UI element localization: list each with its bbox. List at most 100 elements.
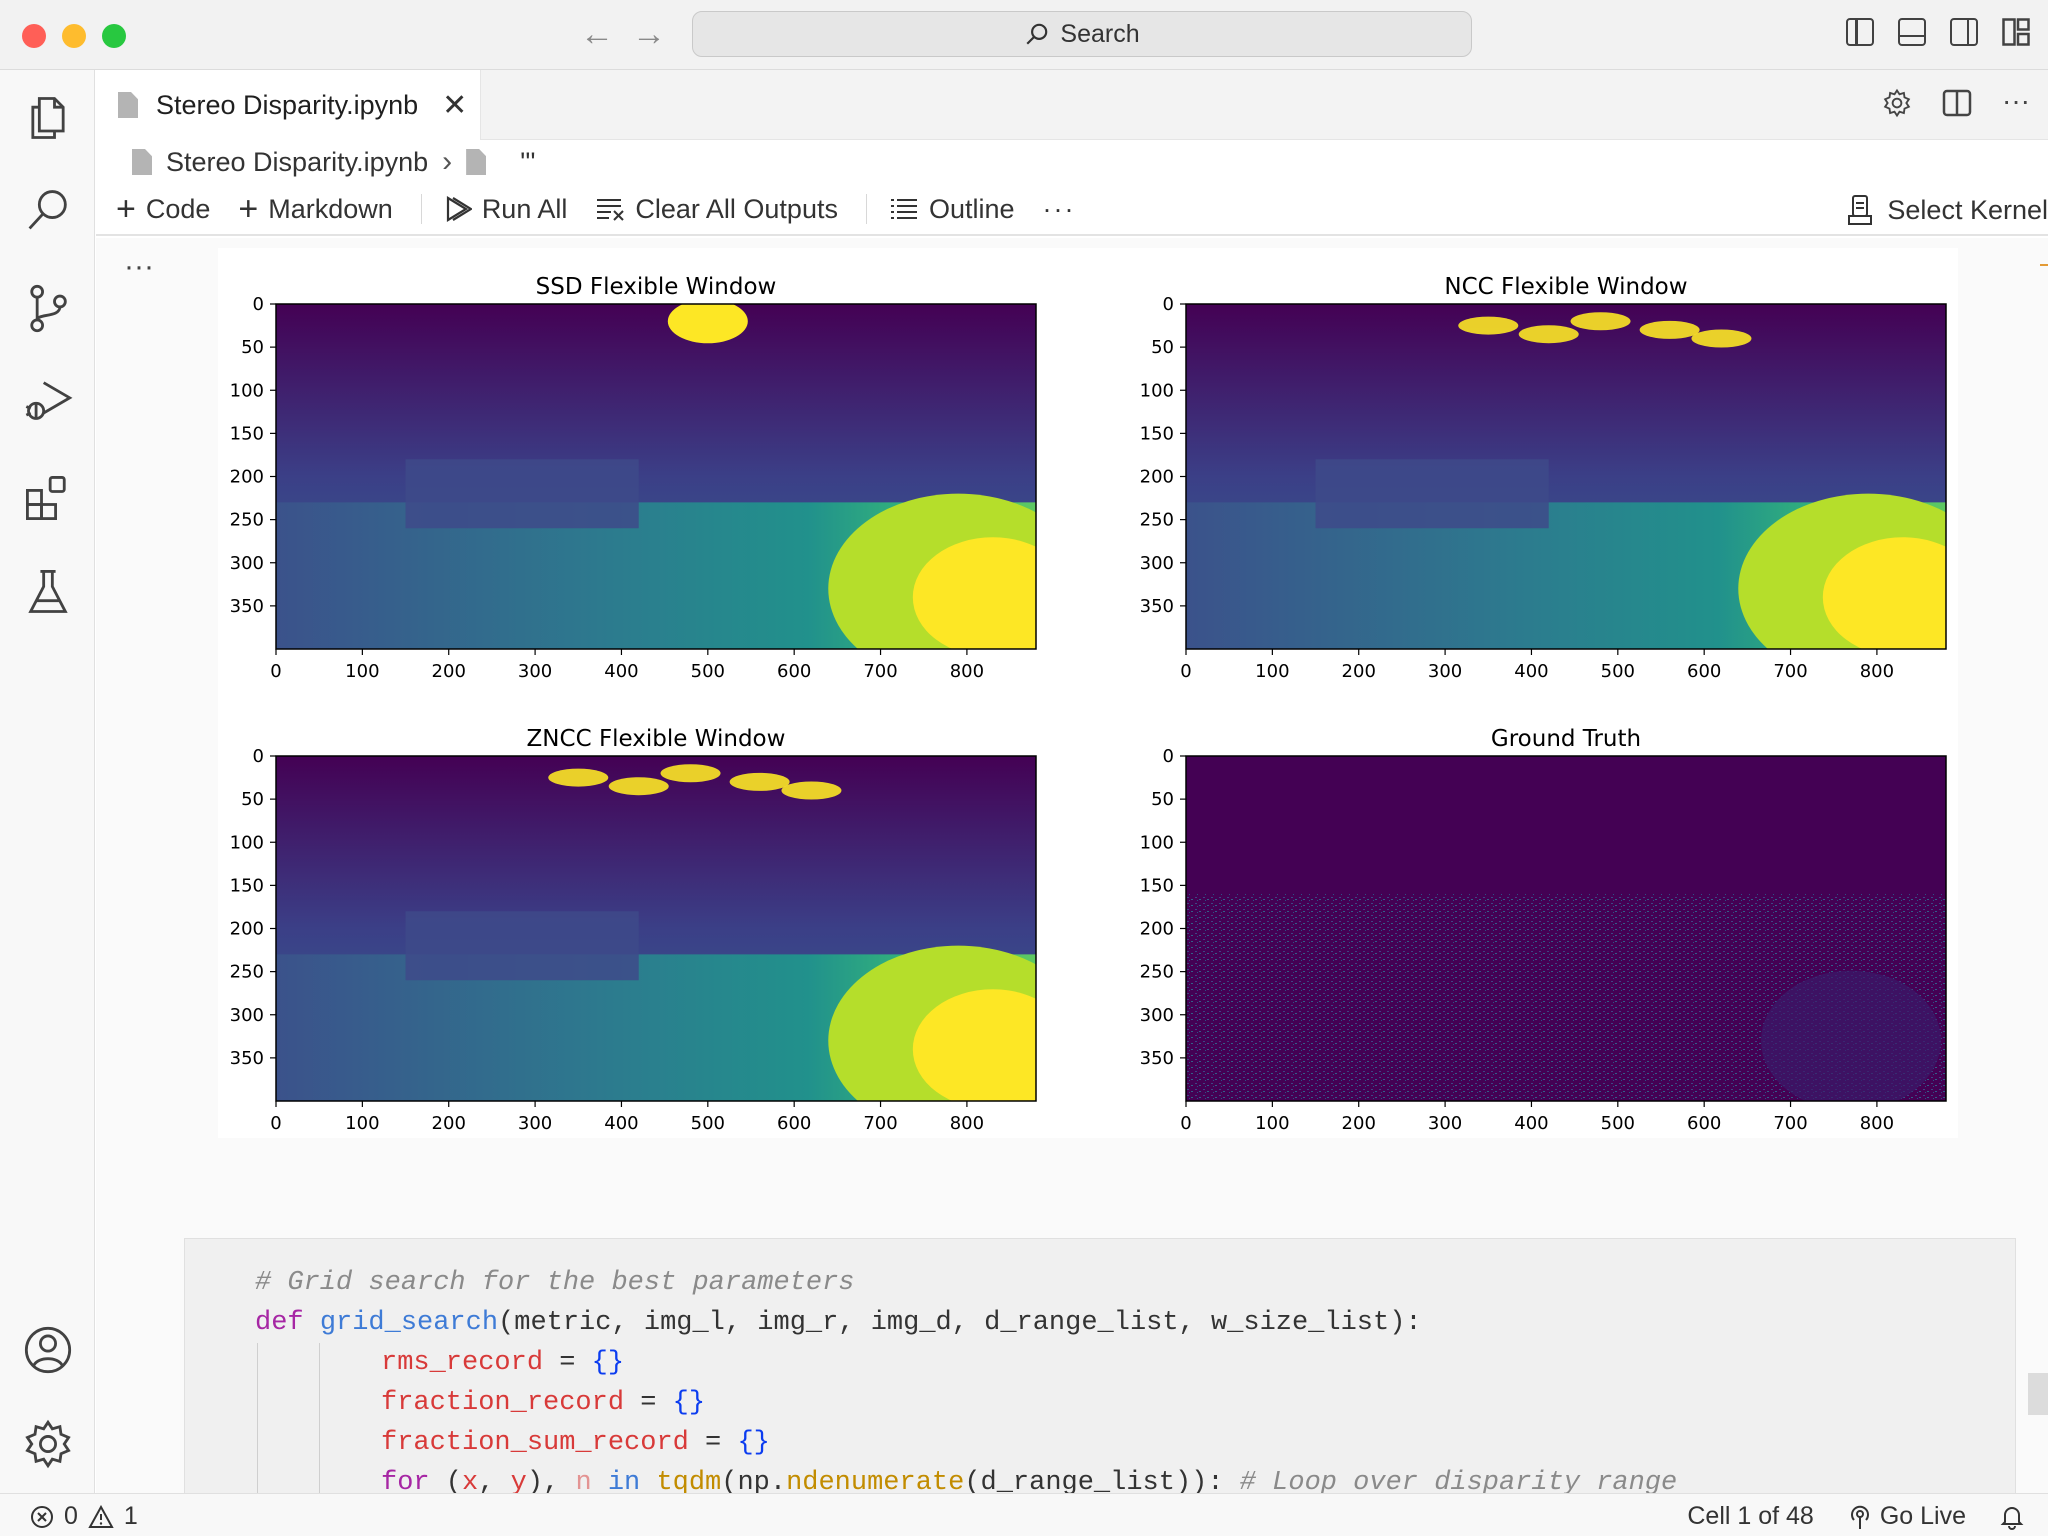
run-debug-button[interactable] <box>0 360 95 440</box>
y-tick-label: 300 <box>1140 553 1174 574</box>
run-all-icon <box>446 196 472 222</box>
tab-label: Stereo Disparity.ipynb <box>156 89 419 120</box>
clear-all-outputs-button[interactable]: Clear All Outputs <box>595 194 838 225</box>
code-cell[interactable]: # Grid search for the best parameters de… <box>184 1238 2016 1493</box>
y-tick-label: 200 <box>230 919 264 940</box>
subplot-title: SSD Flexible Window <box>536 274 777 300</box>
select-kernel-button[interactable]: Select Kernel <box>1847 184 2048 236</box>
add-markdown-cell-button[interactable]: + Markdown <box>238 190 392 229</box>
problems-indicator[interactable]: 0 1 <box>30 1502 138 1531</box>
explorer-button[interactable] <box>0 78 95 158</box>
breadcrumb-cell[interactable]: ''' <box>520 146 536 177</box>
y-tick-label: 250 <box>230 510 264 531</box>
cell-icon <box>466 149 487 175</box>
search-view-button[interactable] <box>0 170 95 250</box>
maximize-window-button[interactable] <box>102 24 126 48</box>
toolbar-more-button[interactable]: ··· <box>1043 194 1076 225</box>
back-arrow-icon[interactable]: ← <box>580 15 614 53</box>
toggle-primary-sidebar-icon[interactable] <box>1846 18 1874 46</box>
y-tick-label: 200 <box>230 467 264 488</box>
source-control-icon <box>29 284 67 333</box>
y-tick-label: 100 <box>230 380 264 401</box>
breadcrumb-file[interactable]: Stereo Disparity.ipynb <box>166 146 429 177</box>
warning-count: 1 <box>123 1502 138 1530</box>
customize-layout-icon[interactable] <box>2002 18 2030 46</box>
forward-arrow-icon[interactable]: → <box>632 15 666 53</box>
x-tick-label: 400 <box>1514 661 1548 682</box>
cell-position[interactable]: Cell 1 of 48 <box>1687 1502 1814 1530</box>
y-tick-label: 50 <box>241 337 264 358</box>
x-tick-label: 500 <box>691 661 725 682</box>
bright-blob <box>1570 312 1631 331</box>
subplot-title: NCC Flexible Window <box>1444 274 1687 300</box>
cell-output-more-icon[interactable]: ··· <box>124 250 154 283</box>
more-actions-icon[interactable]: ··· <box>2002 85 2030 116</box>
y-tick-label: 300 <box>1140 1005 1174 1026</box>
y-tick-label: 350 <box>1140 596 1174 617</box>
plus-icon: + <box>238 189 259 228</box>
tab-stereo-disparity[interactable]: Stereo Disparity.ipynb ✕ <box>96 70 481 140</box>
outline-button[interactable]: Outline <box>889 194 1015 225</box>
code-punct: , <box>478 1468 511 1493</box>
x-tick-label: 700 <box>1773 1113 1807 1134</box>
x-tick-label: 0 <box>270 661 281 682</box>
literal: {} <box>672 1388 706 1418</box>
x-tick-label: 500 <box>1601 661 1635 682</box>
toggle-secondary-sidebar-icon[interactable] <box>1950 18 1978 46</box>
y-tick-label: 50 <box>241 789 264 810</box>
breadcrumb: Stereo Disparity.ipynb › ''' <box>96 140 2048 184</box>
go-live-button[interactable]: Go Live <box>1848 1502 1966 1531</box>
y-tick-label: 100 <box>1140 380 1174 401</box>
y-tick-label: 300 <box>230 553 264 574</box>
subplot-title: Ground Truth <box>1491 726 1641 752</box>
overview-ruler-marker <box>2040 264 2048 266</box>
code-line: fraction_sum_record = {} <box>185 1423 2015 1463</box>
clear-outputs-icon <box>597 199 625 221</box>
run-all-button[interactable]: Run All <box>444 194 567 225</box>
source-control-button[interactable] <box>0 268 95 348</box>
code-punct: (np. <box>721 1468 787 1493</box>
command-center-search[interactable]: Search <box>692 11 1472 57</box>
toolbar-divider <box>420 194 422 224</box>
code-punct: (d_range_list)): <box>964 1468 1240 1493</box>
notebook-file-icon <box>132 149 152 175</box>
disparity-image <box>1186 304 1946 649</box>
keyword-def: def <box>255 1308 304 1338</box>
x-tick-label: 600 <box>1687 661 1721 682</box>
close-icon[interactable]: ✕ <box>442 88 468 122</box>
y-tick-label: 250 <box>230 962 264 983</box>
notebook-settings-gear-icon[interactable] <box>1882 88 1912 118</box>
accounts-button[interactable] <box>0 1310 95 1390</box>
minimize-window-button[interactable] <box>62 24 86 48</box>
status-bar: 0 1 Cell 1 of 48 Go Live <box>0 1493 2048 1536</box>
x-tick-label: 300 <box>1428 661 1462 682</box>
x-tick-label: 300 <box>518 1113 552 1134</box>
x-tick-label: 400 <box>604 1113 638 1134</box>
manage-settings-button[interactable] <box>0 1404 95 1484</box>
add-code-cell-button[interactable]: + Code <box>116 190 210 229</box>
disparity-image <box>276 756 1036 1101</box>
bright-blob <box>781 781 842 800</box>
split-editor-icon[interactable] <box>1942 88 1972 118</box>
notifications-bell-icon[interactable] <box>2000 1504 2024 1530</box>
disparity-image <box>276 304 1036 649</box>
x-tick-label: 700 <box>863 1113 897 1134</box>
error-icon <box>31 1505 53 1528</box>
x-tick-label: 600 <box>1687 1113 1721 1134</box>
close-window-button[interactable] <box>22 24 46 48</box>
x-tick-label: 700 <box>1773 661 1807 682</box>
variable: fraction_record <box>381 1388 625 1418</box>
scrollbar-thumb[interactable] <box>2028 1373 2048 1415</box>
y-tick-label: 150 <box>1140 423 1174 444</box>
y-tick-label: 0 <box>253 746 264 767</box>
y-tick-label: 350 <box>230 596 264 617</box>
toggle-panel-icon[interactable] <box>1898 18 1926 46</box>
broadcast-icon <box>1850 1505 1869 1529</box>
extensions-button[interactable] <box>0 458 95 538</box>
operator: = <box>543 1348 592 1378</box>
y-tick-label: 250 <box>1140 510 1174 531</box>
testing-button[interactable] <box>0 552 95 632</box>
title-bar: ← → Search <box>0 0 2048 70</box>
